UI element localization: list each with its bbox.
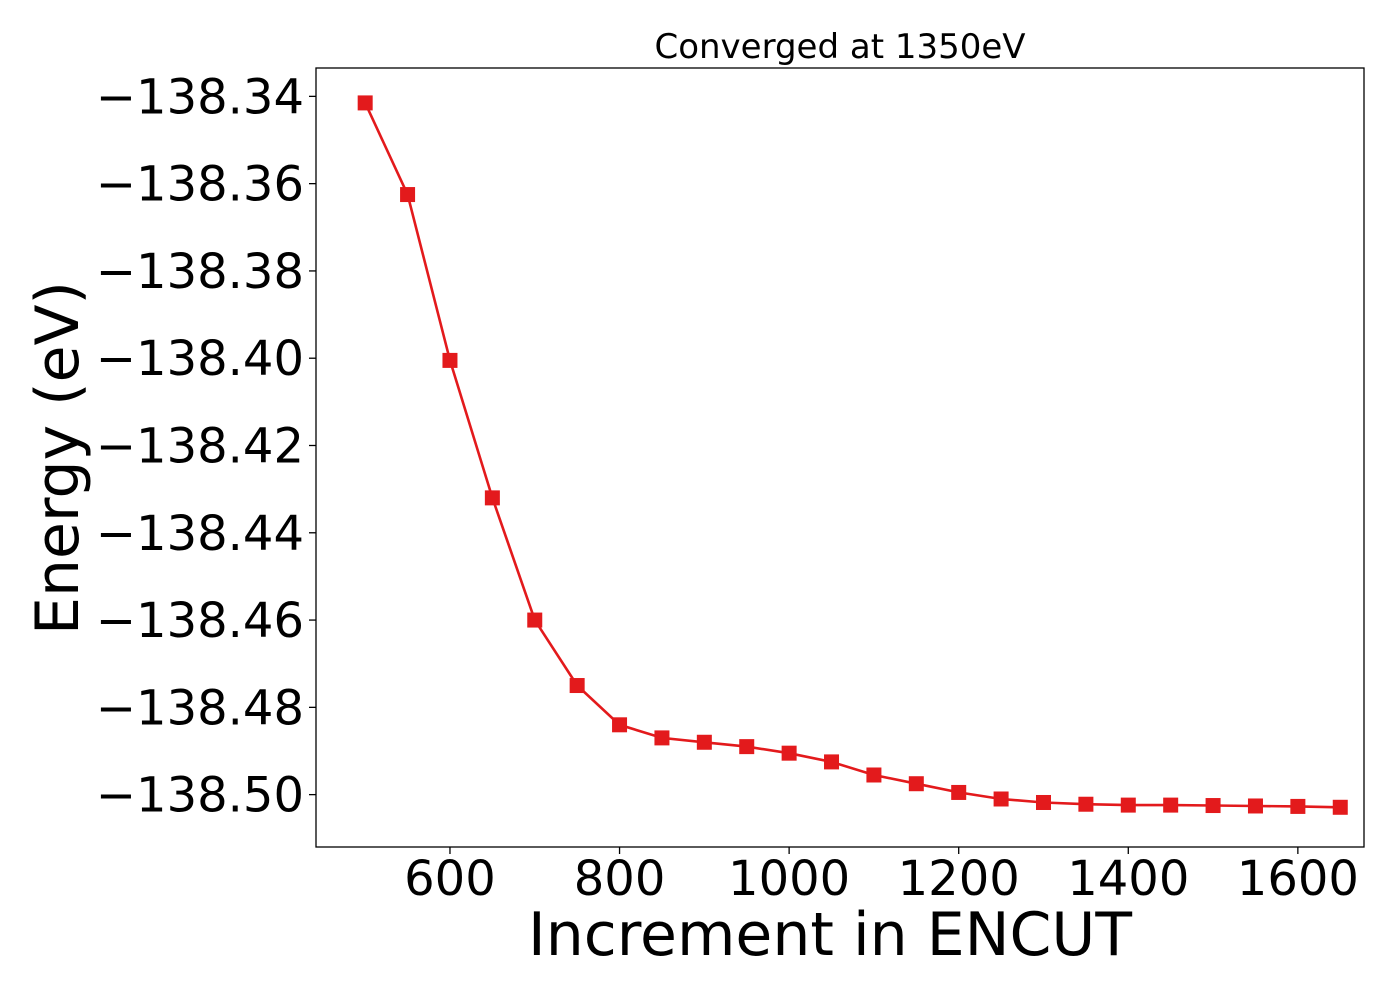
x-tick-label: 1200	[898, 851, 1020, 907]
data-point-marker	[1290, 798, 1306, 814]
data-point-marker	[527, 612, 543, 628]
y-tick-label: −138.46	[96, 593, 304, 649]
data-point-marker	[612, 717, 628, 733]
x-axis: 600 800 1000 1200 1400 1600	[404, 847, 1359, 907]
x-tick-label: 1600	[1237, 851, 1359, 907]
y-tick-label: −138.38	[96, 244, 304, 300]
y-tick-label: −138.34	[96, 69, 304, 125]
chart-title: Converged at 1350eV	[654, 27, 1025, 67]
data-point-marker	[739, 739, 755, 755]
y-tick-label: −138.50	[96, 768, 304, 824]
x-tick-label: 600	[404, 851, 496, 907]
data-point-marker	[993, 791, 1009, 807]
y-tick-label: −138.48	[96, 680, 304, 736]
data-point-marker	[696, 734, 712, 750]
data-point-marker	[951, 784, 967, 800]
x-tick-label: 800	[574, 851, 666, 907]
data-point-marker	[1332, 799, 1348, 815]
data-point-marker	[484, 490, 500, 506]
data-point-marker	[1163, 797, 1179, 813]
y-tick-label: −138.44	[96, 506, 304, 562]
plot-area-frame	[315, 67, 1365, 848]
data-point-marker	[357, 95, 373, 111]
y-axis: −138.34 −138.36 −138.38 −138.40 −138.42 −138.…	[96, 69, 316, 824]
data-point-marker	[781, 745, 797, 761]
data-point-marker	[866, 767, 882, 783]
x-axis-title: Increment in ENCUT	[528, 900, 1132, 970]
data-point-marker	[1035, 794, 1051, 810]
x-tick-label: 1400	[1067, 851, 1189, 907]
y-axis-title: Energy (eV)	[23, 281, 93, 635]
data-point-marker	[1247, 798, 1263, 814]
x-tick-label: 1000	[728, 851, 850, 907]
data-point-marker	[824, 754, 840, 770]
series-layer	[357, 95, 1348, 815]
data-point-marker	[442, 352, 458, 368]
data-point-marker	[908, 776, 924, 792]
y-tick-label: −138.36	[96, 157, 304, 213]
data-point-marker	[654, 730, 670, 746]
y-tick-label: −138.42	[96, 418, 304, 474]
data-point-marker	[1078, 796, 1094, 812]
data-point-marker	[569, 678, 585, 694]
data-point-marker	[400, 187, 416, 203]
y-tick-label: −138.40	[96, 331, 304, 387]
data-point-marker	[1120, 797, 1136, 813]
data-point-marker	[1205, 798, 1221, 814]
series-line	[364, 102, 1341, 809]
